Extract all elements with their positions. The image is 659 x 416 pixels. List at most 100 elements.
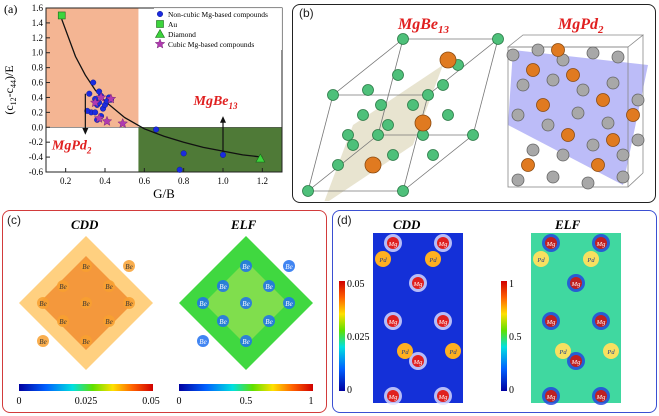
y-axis-label-part-4: )/E: [2, 65, 16, 80]
mgpd2-arrowhead: [82, 128, 89, 135]
pd-atom-13: [526, 143, 540, 157]
panel-d-elf-title: ELF: [554, 217, 581, 232]
y-tick-label-9: 1.2: [32, 33, 43, 43]
d-mg-atom-0-5: [412, 355, 424, 367]
d-mg-label-0-7: Mg: [438, 394, 448, 401]
d-mg-label-0-5: Mg: [413, 359, 423, 366]
d-mg-atom-1-2: [570, 277, 582, 289]
panel-b-structures: (b) MgBe13 MgPd2: [292, 4, 656, 205]
be-atom-13: [387, 149, 399, 161]
c-atom-label-1-7: Be: [265, 318, 272, 326]
c-atom-glow-0-5: [123, 297, 135, 309]
d-cbar1-tick-1: 0.025: [347, 332, 370, 343]
d-mg-atom-0-6: [387, 390, 399, 402]
panel-b-label: (b): [299, 6, 314, 20]
d-mg-label-0-0: Mg: [388, 241, 398, 248]
d-mg-atom-0-7: [437, 390, 449, 402]
mgpd2-annotation-main: MgPd: [51, 139, 88, 154]
d-pd-atom-1-2: [555, 343, 571, 359]
c-atom-label-0-6: Be: [59, 318, 66, 326]
c-atom-label-1-10: Be: [285, 263, 292, 271]
point-circle-15: [153, 126, 160, 133]
pd-atom-20: [616, 170, 630, 184]
d-mg-atom-1-3: [545, 315, 557, 327]
point-circle-20: [96, 88, 103, 95]
point-circle-18: [219, 151, 226, 158]
pd-atom-21: [631, 93, 645, 107]
mg2-atom-5: [591, 158, 605, 172]
d-mg-label-0-6: Mg: [388, 394, 398, 401]
panel-c-label: (c): [7, 213, 21, 227]
point-square-0: [57, 11, 66, 20]
d-mg-label-0-4: Mg: [438, 319, 448, 326]
y-tick-label-10: 1.4: [32, 18, 44, 28]
be-atom-4: [302, 185, 314, 197]
point-star-4: [93, 112, 105, 123]
d-mg-atom-0-2: [412, 277, 424, 289]
pd-atom-7: [576, 83, 590, 97]
point-circle-16: [176, 166, 183, 173]
mgbe13-atoms: [302, 33, 504, 197]
mgbe13-unit-cell: [302, 33, 504, 205]
pd-atom-6: [546, 73, 560, 87]
panel-c-mgbe13-maps: (c) CDD ELF Be Be Be Be Be Be Be Be Be Be Be Be Be Be…: [2, 210, 327, 413]
c-cbar1-tick-2: 0.05: [142, 396, 160, 407]
y-axis-label-part-0: (c: [2, 105, 16, 114]
panel-d-mgpd2-maps: (d) CDD ELF Mg Mg Mg Mg Mg Mg Mg Mg Pd Pd Pd Pd Mg Mg…: [332, 210, 657, 413]
mg-atom-0: [414, 114, 432, 132]
legend-marker-0: [156, 10, 163, 17]
panel-a-chart: (a) 0.2 0.4 0.6 0.8 1.0 1.2 -0.6 -0.4 -0.2 0.0 0.2 0…: [0, 0, 290, 205]
c-atom-glow-0-1: [57, 280, 69, 292]
mg2-atom-0: [526, 63, 540, 77]
elastic-scatter-chart: (a) 0.2 0.4 0.6 0.8 1.0 1.2 -0.6 -0.4 -0.2 0.0 0.2 0…: [2, 2, 283, 201]
d-cbar1-tick-0: 0.05: [347, 279, 365, 290]
pd-atom-9: [511, 108, 525, 122]
c-atom-label-0-3: Be: [39, 300, 46, 308]
x-tick-label-5: 1.2: [257, 176, 268, 186]
d-pd-atom-0-0: [375, 251, 391, 267]
be-atom-22: [375, 99, 387, 111]
legend-label-0: Non-cubic Mg-based compounds: [168, 10, 268, 19]
be-atom-20: [427, 149, 439, 161]
legend-label-3: Cubic Mg-based compounds: [168, 40, 254, 49]
c-atom-label-0-0: Be: [82, 263, 89, 271]
pd-atom-17: [511, 173, 525, 187]
elf-colorbar: [179, 384, 313, 391]
mg2-atom-2: [596, 93, 610, 107]
d-mg-atom-1-5: [570, 355, 582, 367]
x-tick-label-1: 0.4: [99, 176, 111, 186]
panel-d-atoms: Mg Mg Mg Mg Mg Mg Mg Mg Pd Pd Pd Pd Mg Mg Mg Mg Mg Mg Mg Mg…: [375, 234, 619, 405]
d-mg-label-1-4: Mg: [596, 319, 606, 326]
point-circle-17: [180, 150, 187, 157]
d-elf-colorbar: [501, 281, 507, 391]
be-atom-21: [342, 129, 354, 141]
y-axis-label-part-1: 12: [9, 97, 18, 105]
c-atom-glow-1-2: [263, 280, 275, 292]
c-atom-glow-1-7: [263, 315, 275, 327]
d-pd-atom-1-3: [603, 343, 619, 359]
point-circle-0: [86, 90, 93, 97]
c-atom-glow-1-8: [240, 335, 252, 347]
c-atom-label-0-9: Be: [39, 338, 46, 346]
point-star-2: [105, 93, 117, 104]
d-pd-label-0-3: Pd: [448, 349, 457, 356]
c-atom-glow-0-8: [80, 335, 92, 347]
x-tick-label-3: 0.8: [178, 176, 190, 186]
mgbe13-annotation: MgBe13: [193, 94, 239, 111]
y-tick-label-2: -0.2: [29, 137, 43, 147]
mgpd2-atoms: [506, 43, 645, 190]
pd-atom-15: [586, 138, 600, 152]
d-mg-label-0-2: Mg: [413, 281, 423, 288]
c-atom-label-0-10: Be: [125, 263, 132, 271]
be-atom-11: [437, 79, 449, 91]
mgbe13-title: MgBe13: [397, 16, 450, 36]
legend-marker-2: [154, 28, 166, 38]
cdd-colorbar: [19, 384, 153, 391]
mgpd2-annotation-sub: 2: [86, 146, 92, 156]
mg2-atom-1: [566, 68, 580, 82]
d-mg-atom-1-7: [595, 390, 607, 402]
mg2-atom-9: [626, 108, 640, 122]
pd-atom-14: [556, 148, 570, 162]
be-atom-17: [362, 84, 374, 96]
